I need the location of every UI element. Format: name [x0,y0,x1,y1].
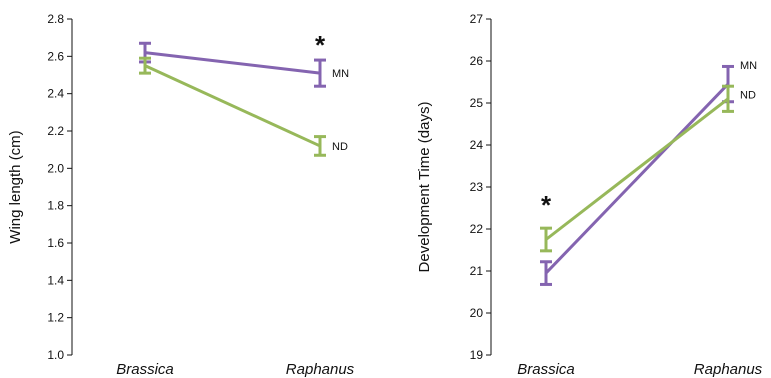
chart-2-series-nd-line [545,97,729,241]
chart-1-significance-marker: * [315,30,326,60]
chart-1-y-tick-label: 1.8 [47,199,64,213]
chart-2-y-axis-label: Development Time (days) [416,102,433,273]
chart-1-y-tick-label: 1.0 [47,348,64,362]
chart-2-y-tick-label: 23 [470,180,484,194]
chart-1-y-axis-label: Wing length (cm) [7,130,24,243]
chart-2-category-label: Brassica [517,361,575,378]
chart-1-y-tick-label: 2.4 [47,87,64,101]
chart-2-significance-marker: * [541,190,552,220]
chart-1-y-tick-label: 2.6 [47,49,64,63]
chart-2-y-tick-label: 24 [470,138,484,152]
chart-2-y-tick-label: 27 [470,12,484,26]
chart-1-series-mn-label: MN [332,68,349,80]
chart-2-series-mn-label: MN [740,60,757,72]
chart-2-y-tick-label: 20 [470,306,484,320]
chart-2-y-tick-label: 21 [470,264,484,278]
chart-2-y-tick-label: 19 [470,348,484,362]
chart-2-category-label: Raphanus [694,361,763,378]
chart-1-series-mn-line [144,51,321,75]
chart-1-category-label: Raphanus [286,361,355,378]
chart-2-y-tick-label: 22 [470,222,484,236]
chart-1-y-tick-label: 2.2 [47,124,64,138]
chart-1-y-tick-label: 1.6 [47,236,64,250]
chart-1-series-nd-line [144,64,321,148]
chart-2-series-mn-line [544,83,730,275]
chart-1-series-nd-label: ND [332,141,348,153]
chart-2-series-nd-label: ND [740,90,756,102]
chart-2-y-tick-label: 26 [470,54,484,68]
chart-1-category-label: Brassica [116,361,174,378]
chart-1-y-tick-label: 1.2 [47,311,64,325]
chart-1-y-tick-label: 1.4 [47,273,64,287]
chart-1-y-tick-label: 2.0 [47,161,64,175]
chart-2-y-tick-label: 25 [470,96,484,110]
chart-1-y-tick-label: 2.8 [47,12,64,26]
